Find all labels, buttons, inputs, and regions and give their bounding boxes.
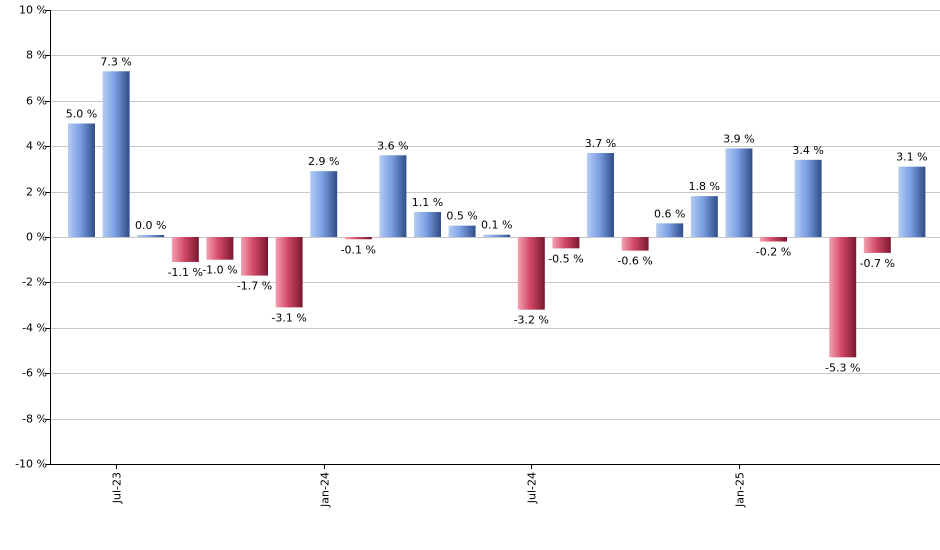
data-label: 3.6 %: [377, 139, 408, 152]
data-label: 1.1 %: [412, 196, 443, 209]
y-tick-label: -8 %: [22, 413, 47, 426]
y-tick-label: 0 %: [26, 231, 47, 244]
bar: [137, 235, 165, 237]
data-label: -0.5 %: [548, 252, 583, 265]
y-tick-label: -10 %: [15, 458, 47, 471]
bar: [344, 237, 372, 240]
bar: [621, 237, 649, 251]
data-label: -0.6 %: [617, 255, 652, 268]
data-label: 3.7 %: [585, 137, 616, 150]
data-label: 0.5 %: [446, 210, 477, 223]
x-tick-label: Jul-24: [526, 472, 539, 504]
data-label: 3.9 %: [723, 132, 754, 145]
bar: [275, 237, 303, 308]
data-labels: 5.0 % 7.3 % 0.0 % -1.1 % -1.0 %-1.7 % -3.1 % 2…: [66, 55, 928, 374]
x-tick-label: Jan-25: [734, 472, 747, 508]
data-label: 3.1 %: [896, 151, 927, 164]
bar: [448, 225, 476, 237]
bars: [68, 71, 926, 358]
bar: [587, 153, 614, 237]
bar: [241, 237, 268, 276]
bar: [310, 171, 338, 237]
bar: [206, 237, 234, 260]
data-label: -3.2 %: [514, 314, 549, 327]
bar: [794, 159, 822, 237]
data-label: -0.2 %: [756, 246, 791, 259]
bar: [552, 237, 580, 249]
data-label: -0.1 %: [341, 243, 376, 256]
bar: [760, 237, 787, 242]
data-label: -1.1 %: [168, 266, 203, 279]
data-label: 0.6 %: [654, 207, 685, 220]
data-label: -1.0 %: [202, 264, 237, 277]
data-label: 5.0 %: [66, 108, 97, 121]
y-tick-label: -2 %: [22, 276, 47, 289]
bar: [829, 237, 857, 358]
bar: [863, 237, 891, 253]
y-tick-label: 4 %: [26, 140, 47, 153]
y-tick-label: 6 %: [26, 95, 47, 108]
bar: [656, 223, 684, 237]
bar: [102, 71, 130, 237]
bar: [690, 196, 718, 237]
data-label: 0.1 %: [481, 219, 512, 232]
bar: [517, 237, 545, 310]
data-label: 0.0 %: [135, 219, 166, 232]
x-tick-label: Jul-23: [111, 472, 124, 504]
y-tick-label: -4 %: [22, 322, 47, 335]
data-label: -5.3 %: [825, 361, 860, 374]
data-label: 3.4 %: [792, 144, 823, 157]
bar: [68, 123, 95, 237]
data-label: -1.7 %: [237, 280, 272, 293]
data-label: 1.8 %: [689, 180, 720, 193]
y-tick-label: 10 %: [19, 4, 47, 17]
bar: [414, 212, 441, 237]
data-label: 7.3 %: [100, 55, 131, 68]
y-tick-label: 2 %: [26, 186, 47, 199]
axes: 10 % 8 % 6 % 4 % 2 % 0 % -2 % -4 % -6 % -8 % -10 %…: [15, 4, 940, 508]
y-tick-label: 8 %: [26, 49, 47, 62]
data-label: -3.1 %: [271, 311, 306, 324]
bar: [725, 148, 753, 237]
bar: [898, 166, 926, 237]
y-tick-label: -6 %: [22, 367, 47, 380]
bar: [171, 237, 199, 262]
x-tick-label: Jan-24: [319, 472, 332, 508]
bar: [483, 234, 511, 237]
data-label: 2.9 %: [308, 155, 339, 168]
data-label: -0.7 %: [860, 257, 895, 270]
bar: [379, 155, 407, 237]
